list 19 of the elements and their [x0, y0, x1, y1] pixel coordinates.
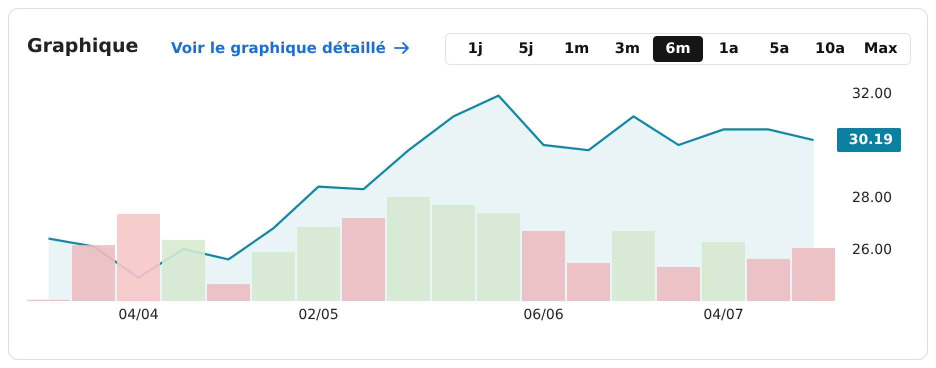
text: Voir le graphique détaillé: [171, 39, 386, 57]
text: 10a: [814, 40, 846, 59]
text: 6m: [652, 36, 704, 62]
text: 1a: [718, 40, 740, 59]
text: 5a: [768, 40, 790, 59]
x-tick-label: 04/04: [118, 306, 159, 323]
x-tick-label: 06/06: [523, 306, 564, 323]
text: Max: [862, 40, 898, 59]
text: 5j: [517, 40, 535, 59]
x-tick-label: 02/05: [298, 306, 339, 323]
x-tick-label: 04/07: [703, 306, 744, 323]
text: 1m: [563, 40, 590, 59]
y-tick-label: 32.00: [852, 86, 892, 102]
chart-title: Graphique: [27, 35, 138, 57]
text: 1j: [466, 40, 484, 59]
text: 3m: [614, 40, 641, 59]
y-tick-label: 28.00: [852, 190, 892, 206]
y-tick-label: 26.00: [852, 242, 892, 258]
text: 30.19: [837, 128, 901, 152]
